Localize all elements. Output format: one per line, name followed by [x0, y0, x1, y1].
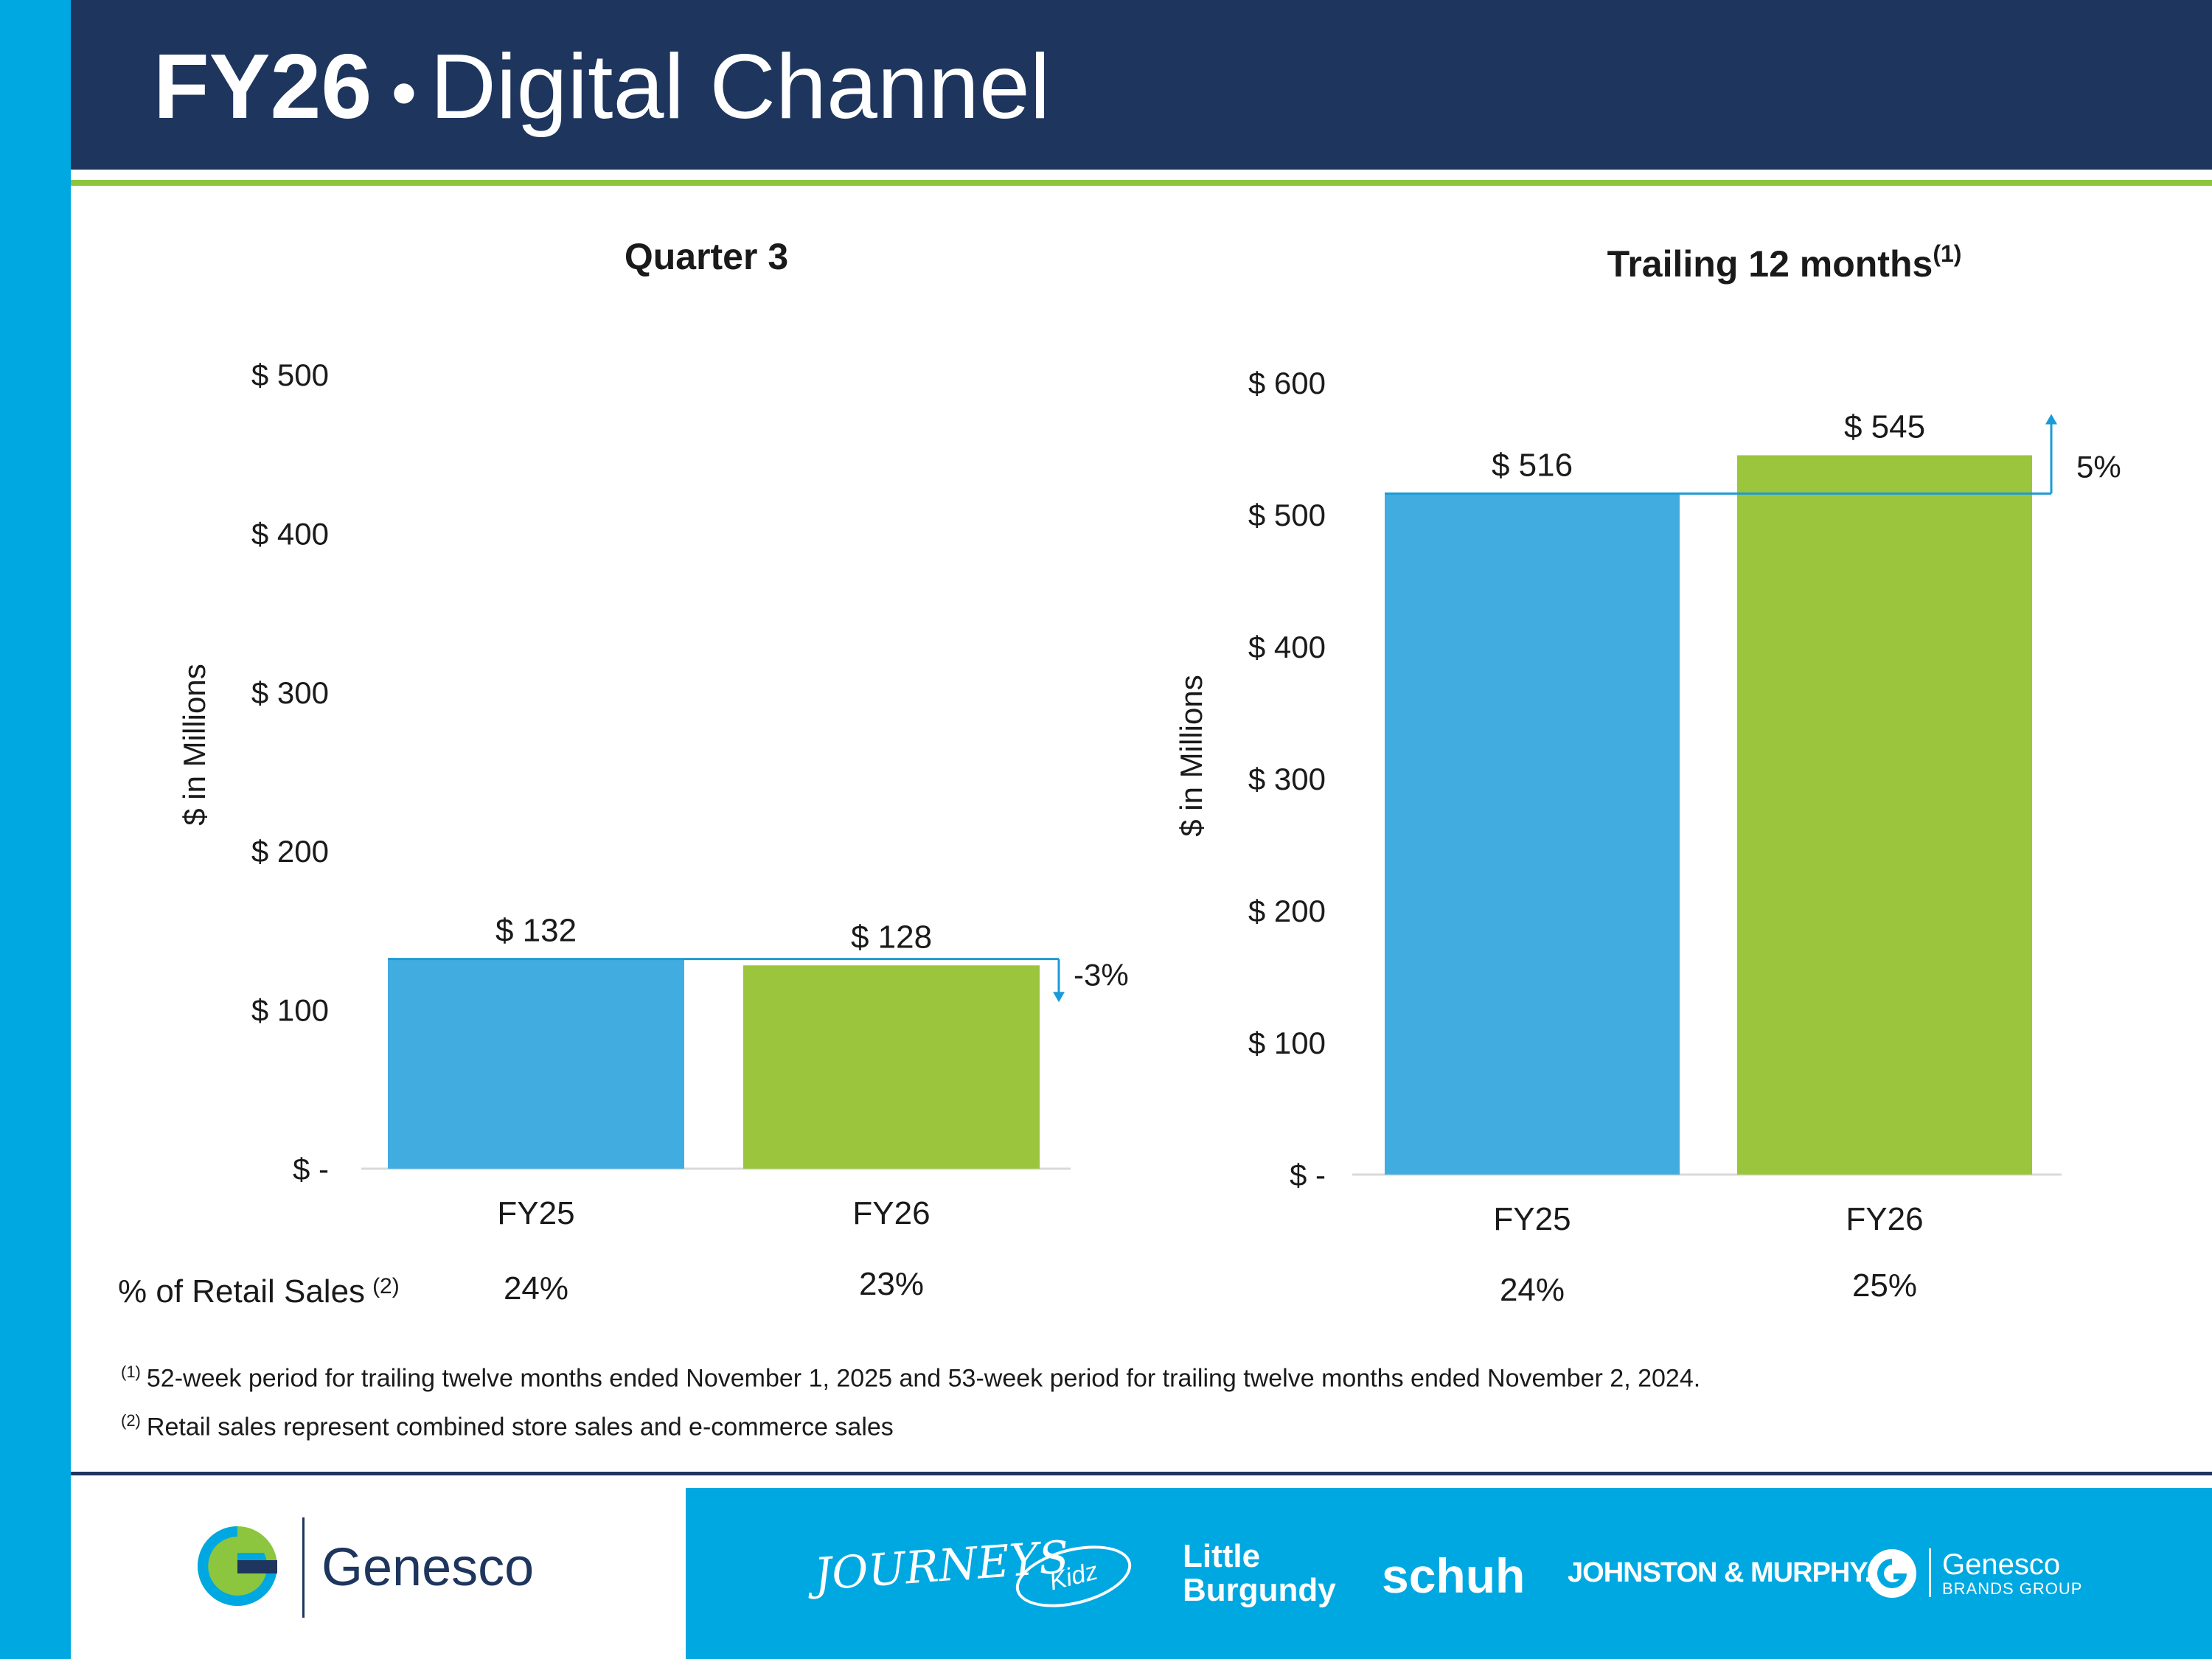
- chart-1-category-label: FY25: [497, 1195, 574, 1231]
- page-title-strong: FY26: [153, 36, 372, 138]
- brand-strip: [686, 1488, 2212, 1659]
- chart-2-category-label: FY26: [1846, 1201, 1923, 1237]
- chart-2-bar: [1385, 493, 1680, 1175]
- chart-1-bar: [743, 965, 1040, 1169]
- chart-2-y-tick-label: $ 400: [1248, 630, 1326, 664]
- chart-1-y-tick-label: $ 300: [251, 675, 329, 710]
- brand-little-line2: Burgundy: [1183, 1572, 1336, 1608]
- chart-2-bar: [1737, 455, 2032, 1175]
- chart-2-y-axis-label: $ in Millions: [1174, 675, 1208, 836]
- page-title-rest: Digital Channel: [430, 36, 1051, 138]
- footer-logo-area: [71, 1475, 686, 1659]
- chart-2-value-label: $ 516: [1492, 447, 1573, 483]
- brand-genesco-brands-group-logo: Genesco BRANDS GROUP: [1942, 1550, 2082, 1599]
- footnotes: (1) 52-week period for trailing twelve mo…: [121, 1351, 1700, 1449]
- brand-kidz-text: Kidz: [1046, 1557, 1101, 1596]
- footnote-2-text: Retail sales represent combined store sa…: [146, 1413, 894, 1441]
- chart-2-y-tick-label: $ 500: [1248, 498, 1326, 532]
- chart-2-change-arrow-head: [2045, 414, 2057, 425]
- chart-1-value-label: $ 132: [495, 913, 577, 949]
- brand-johnston-murphy-logo: JOHNSTON & MURPHY.: [1568, 1557, 1872, 1588]
- chart-1-bar: [388, 959, 684, 1169]
- chart-1-value-label: $ 128: [851, 919, 932, 955]
- gbg-sub: BRANDS GROUP: [1942, 1579, 2083, 1598]
- chart-2-retail-pct: 25%: [1852, 1267, 1917, 1304]
- chart-1-y-axis-label: $ in Millions: [177, 664, 212, 825]
- brand-schuh-logo: schuh: [1382, 1548, 1526, 1603]
- chart-1-y-tick-label: $ 200: [251, 834, 329, 869]
- left-accent-stripe: [0, 0, 71, 1659]
- chart-2-value-label: $ 545: [1844, 408, 1925, 445]
- chart-2-y-tick-label: $ 600: [1248, 366, 1326, 400]
- gbg-divider: [1929, 1548, 1931, 1597]
- genesco-g-icon: [1868, 1549, 1916, 1598]
- genesco-logo-icon: [198, 1526, 277, 1606]
- retail-sales-row-label: % of Retail Sales (2): [118, 1273, 400, 1310]
- gbg-name: Genesco: [1942, 1548, 2061, 1581]
- chart-1-y-tick-label: $ 100: [251, 993, 329, 1028]
- logo-divider: [302, 1517, 305, 1618]
- chart-1-category-label: FY26: [852, 1195, 930, 1231]
- chart-2-title-footnote: (1): [1933, 240, 1961, 267]
- brand-little-line1: Little: [1183, 1538, 1261, 1574]
- retail-sales-row-footnote: (2): [372, 1274, 400, 1298]
- chart-2-retail-pct: 24%: [1500, 1272, 1565, 1308]
- chart-1-change-label: -3%: [1074, 958, 1129, 992]
- brand-little-burgundy-logo: Little Burgundy: [1183, 1540, 1336, 1607]
- footnote-2: (2) Retail sales represent combined store…: [121, 1399, 1700, 1448]
- chart-2-change-label: 5%: [2076, 449, 2121, 484]
- chart-1-title: Quarter 3: [625, 236, 788, 277]
- chart-1-y-tick-label: $ 400: [251, 516, 329, 551]
- footnote-1: (1) 52-week period for trailing twelve mo…: [121, 1351, 1700, 1399]
- chart-1-y-tick-label: $ 500: [251, 358, 329, 392]
- chart-1-retail-pct: 23%: [859, 1266, 924, 1302]
- chart-2-y-tick-label: $ 100: [1248, 1026, 1326, 1060]
- footer-rule: [71, 1472, 2212, 1475]
- header-rule: [71, 180, 2212, 186]
- chart-2-y-tick-label: $ -: [1290, 1158, 1326, 1192]
- page-title: FY26 • Digital Channel: [153, 41, 1050, 133]
- company-logo-text: Genesco: [321, 1538, 535, 1597]
- chart-1-y-tick-label: $ -: [293, 1152, 329, 1186]
- chart-2-category-label: FY25: [1493, 1201, 1571, 1237]
- chart-1-retail-pct: 24%: [504, 1270, 568, 1307]
- chart-1-change-arrow-head: [1053, 992, 1065, 1003]
- footnote-2-mark: (2): [121, 1411, 141, 1430]
- page-title-separator: •: [391, 52, 417, 134]
- footnote-1-mark: (1): [121, 1363, 141, 1381]
- footnote-1-text: 52-week period for trailing twelve month…: [146, 1364, 1701, 1393]
- chart-2-title: Trailing 12 months(1): [1607, 240, 1962, 285]
- header-band: [71, 0, 2212, 170]
- chart-2-y-tick-label: $ 200: [1248, 894, 1326, 928]
- chart-2-y-tick-label: $ 300: [1248, 762, 1326, 796]
